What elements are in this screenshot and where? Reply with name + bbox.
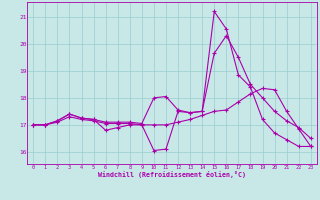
X-axis label: Windchill (Refroidissement éolien,°C): Windchill (Refroidissement éolien,°C): [98, 171, 246, 178]
